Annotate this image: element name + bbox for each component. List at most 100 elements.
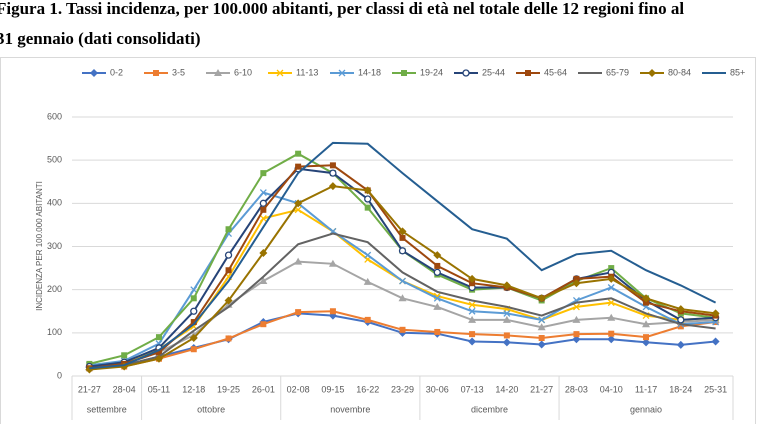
marker [363,186,372,195]
marker [537,294,546,303]
marker [224,296,233,305]
x-tick-label: 21-27 [78,384,101,394]
marker [399,326,406,333]
chart-frame [0,57,756,424]
marker [399,234,406,241]
marker [294,257,303,265]
x-tick-label: 25-31 [704,384,727,394]
marker [572,279,581,288]
legend-label: 80-84 [668,67,691,77]
y-tick-label: 400 [47,198,62,208]
x-tick-label: 04-10 [600,384,623,394]
marker [468,315,477,323]
x-tick-label: 30-06 [426,384,449,394]
marker [607,313,616,321]
marker [259,248,268,257]
marker [573,331,580,338]
legend-label: 19-24 [420,67,443,77]
marker [434,262,441,269]
x-tick-label: 09-15 [321,384,344,394]
marker [468,337,477,346]
marker [225,267,232,274]
x-tick-label: 05-11 [148,384,170,394]
x-tick-label: 26-01 [252,384,275,394]
marker [329,162,336,169]
marker [153,70,159,76]
marker [398,227,407,236]
legend-label: 0-2 [110,67,123,77]
marker [260,206,267,213]
marker [295,150,302,157]
marker [259,277,268,285]
x-group-label: dicembre [471,404,508,414]
marker [608,265,615,272]
x-tick-label: 28-04 [113,384,136,394]
marker [433,302,442,310]
x-tick-label: 19-25 [217,384,240,394]
marker [328,259,337,267]
y-tick-label: 200 [47,284,62,294]
marker [572,315,581,323]
marker [503,309,511,317]
title-line: Figura 1. Tassi incidenza, per 100.000 a… [0,0,684,18]
marker [608,330,615,337]
legend-label: 6-10 [234,67,252,77]
marker [260,321,267,328]
marker [329,169,337,177]
marker [525,70,531,76]
marker [607,274,616,283]
marker [338,69,346,77]
marker [434,328,441,335]
x-tick-label: 21-27 [530,384,553,394]
marker [364,251,372,259]
marker [469,331,476,338]
marker [259,214,267,222]
marker [502,338,511,347]
marker [607,335,616,344]
x-tick-label: 11-17 [635,384,657,394]
x-tick-label: 28-03 [565,384,588,394]
marker [90,69,98,77]
legend-label: 85+ [730,67,745,77]
marker [259,189,267,197]
marker [502,281,511,290]
marker [573,275,580,282]
marker [643,334,650,341]
marker [607,299,615,307]
x-tick-label: 12-18 [182,384,205,394]
marker [214,69,222,76]
x-tick-label: 23-29 [391,384,414,394]
legend-label: 25-44 [482,67,505,77]
marker [260,170,267,177]
marker [154,354,163,363]
y-tick-label: 100 [47,327,62,337]
marker [329,308,336,315]
marker [676,305,685,314]
y-tick-label: 500 [47,155,62,165]
x-tick-label: 02-08 [287,384,310,394]
marker [469,280,476,287]
x-tick-label: 18-24 [669,384,692,394]
marker [364,204,371,211]
marker [468,274,477,283]
marker [676,340,685,349]
series-line [89,232,716,371]
marker [189,334,198,343]
legend-label: 3-5 [172,67,185,77]
y-tick-label: 300 [47,241,62,251]
marker [643,299,650,306]
marker [502,315,511,323]
y-tick-label: 600 [47,111,62,121]
marker [190,346,197,353]
marker [294,199,303,208]
marker [468,307,476,315]
marker [398,247,407,255]
x-group-label: novembre [330,404,370,414]
marker [677,316,685,324]
marker [225,226,232,233]
marker [364,316,371,323]
marker [677,323,684,330]
series-line [89,141,717,370]
x-group-label: settembre [87,404,127,414]
marker [259,199,267,207]
